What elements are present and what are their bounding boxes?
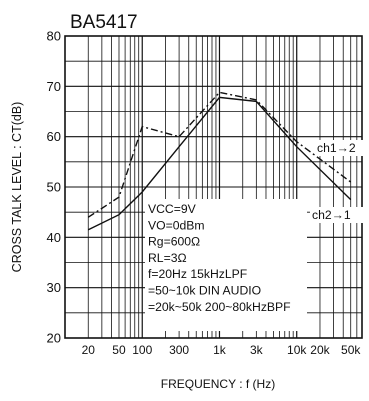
series-line [87,91,352,218]
x-tick-labels: 20 50 100 300 1k 3k 10k 20k 50k [82,343,362,357]
y-tick-label: 40 [47,230,61,245]
x-tick-label: 20k [310,343,330,357]
series-label-background [310,207,364,223]
y-tick-label: 30 [47,280,61,295]
y-tick-label: 60 [47,129,61,144]
x-tick-label: 50k [341,343,361,357]
condition-text: f=20Hz 15kHzLPF [148,267,247,281]
x-tick-label: 20 [82,343,96,357]
condition-text: VCC=9V [148,202,197,216]
conditions-box: VCC=9V VO=0dBm Rg=600Ω RL=3Ω f=20Hz 15kHzLPF… [145,199,307,331]
x-axis-label: FREQUENCY : f (Hz) [161,377,275,391]
series-label: ch1→2 [317,141,356,155]
series-label: ch2→1 [312,208,351,222]
series-label-background [315,140,369,156]
x-tick-label: 300 [169,343,189,357]
y-tick-label: 50 [47,180,61,195]
plot-frame [64,35,363,339]
condition-text: =50~10k DIN AUDIO [148,284,261,298]
x-tick-label: 10k [287,343,307,357]
series-labels: ch1→2 ch2→1 [310,140,369,223]
y-tick-label: 20 [47,331,61,346]
condition-text: RL=3Ω [148,251,187,265]
conditions-background [145,199,307,331]
x-tick-label: 1k [213,343,227,357]
condition-text: =20k~50k 200~80kHzBPF [148,300,291,314]
series-lines [87,91,352,231]
y-tick-label: 70 [47,79,61,94]
condition-text: Rg=600Ω [148,235,200,249]
chart-title: BA5417 [70,12,138,33]
y-tick-labels: 20 30 40 50 60 70 80 [47,29,61,346]
y-axis-label: CROSS TALK LEVEL : CT(dB) [10,102,24,273]
x-tick-label: 50 [112,343,126,357]
condition-text: VO=0dBm [148,218,205,232]
x-tick-label: 100 [132,343,152,357]
x-tick-label: 3k [250,343,264,357]
series-line [87,96,352,231]
y-tick-label: 80 [47,29,61,44]
